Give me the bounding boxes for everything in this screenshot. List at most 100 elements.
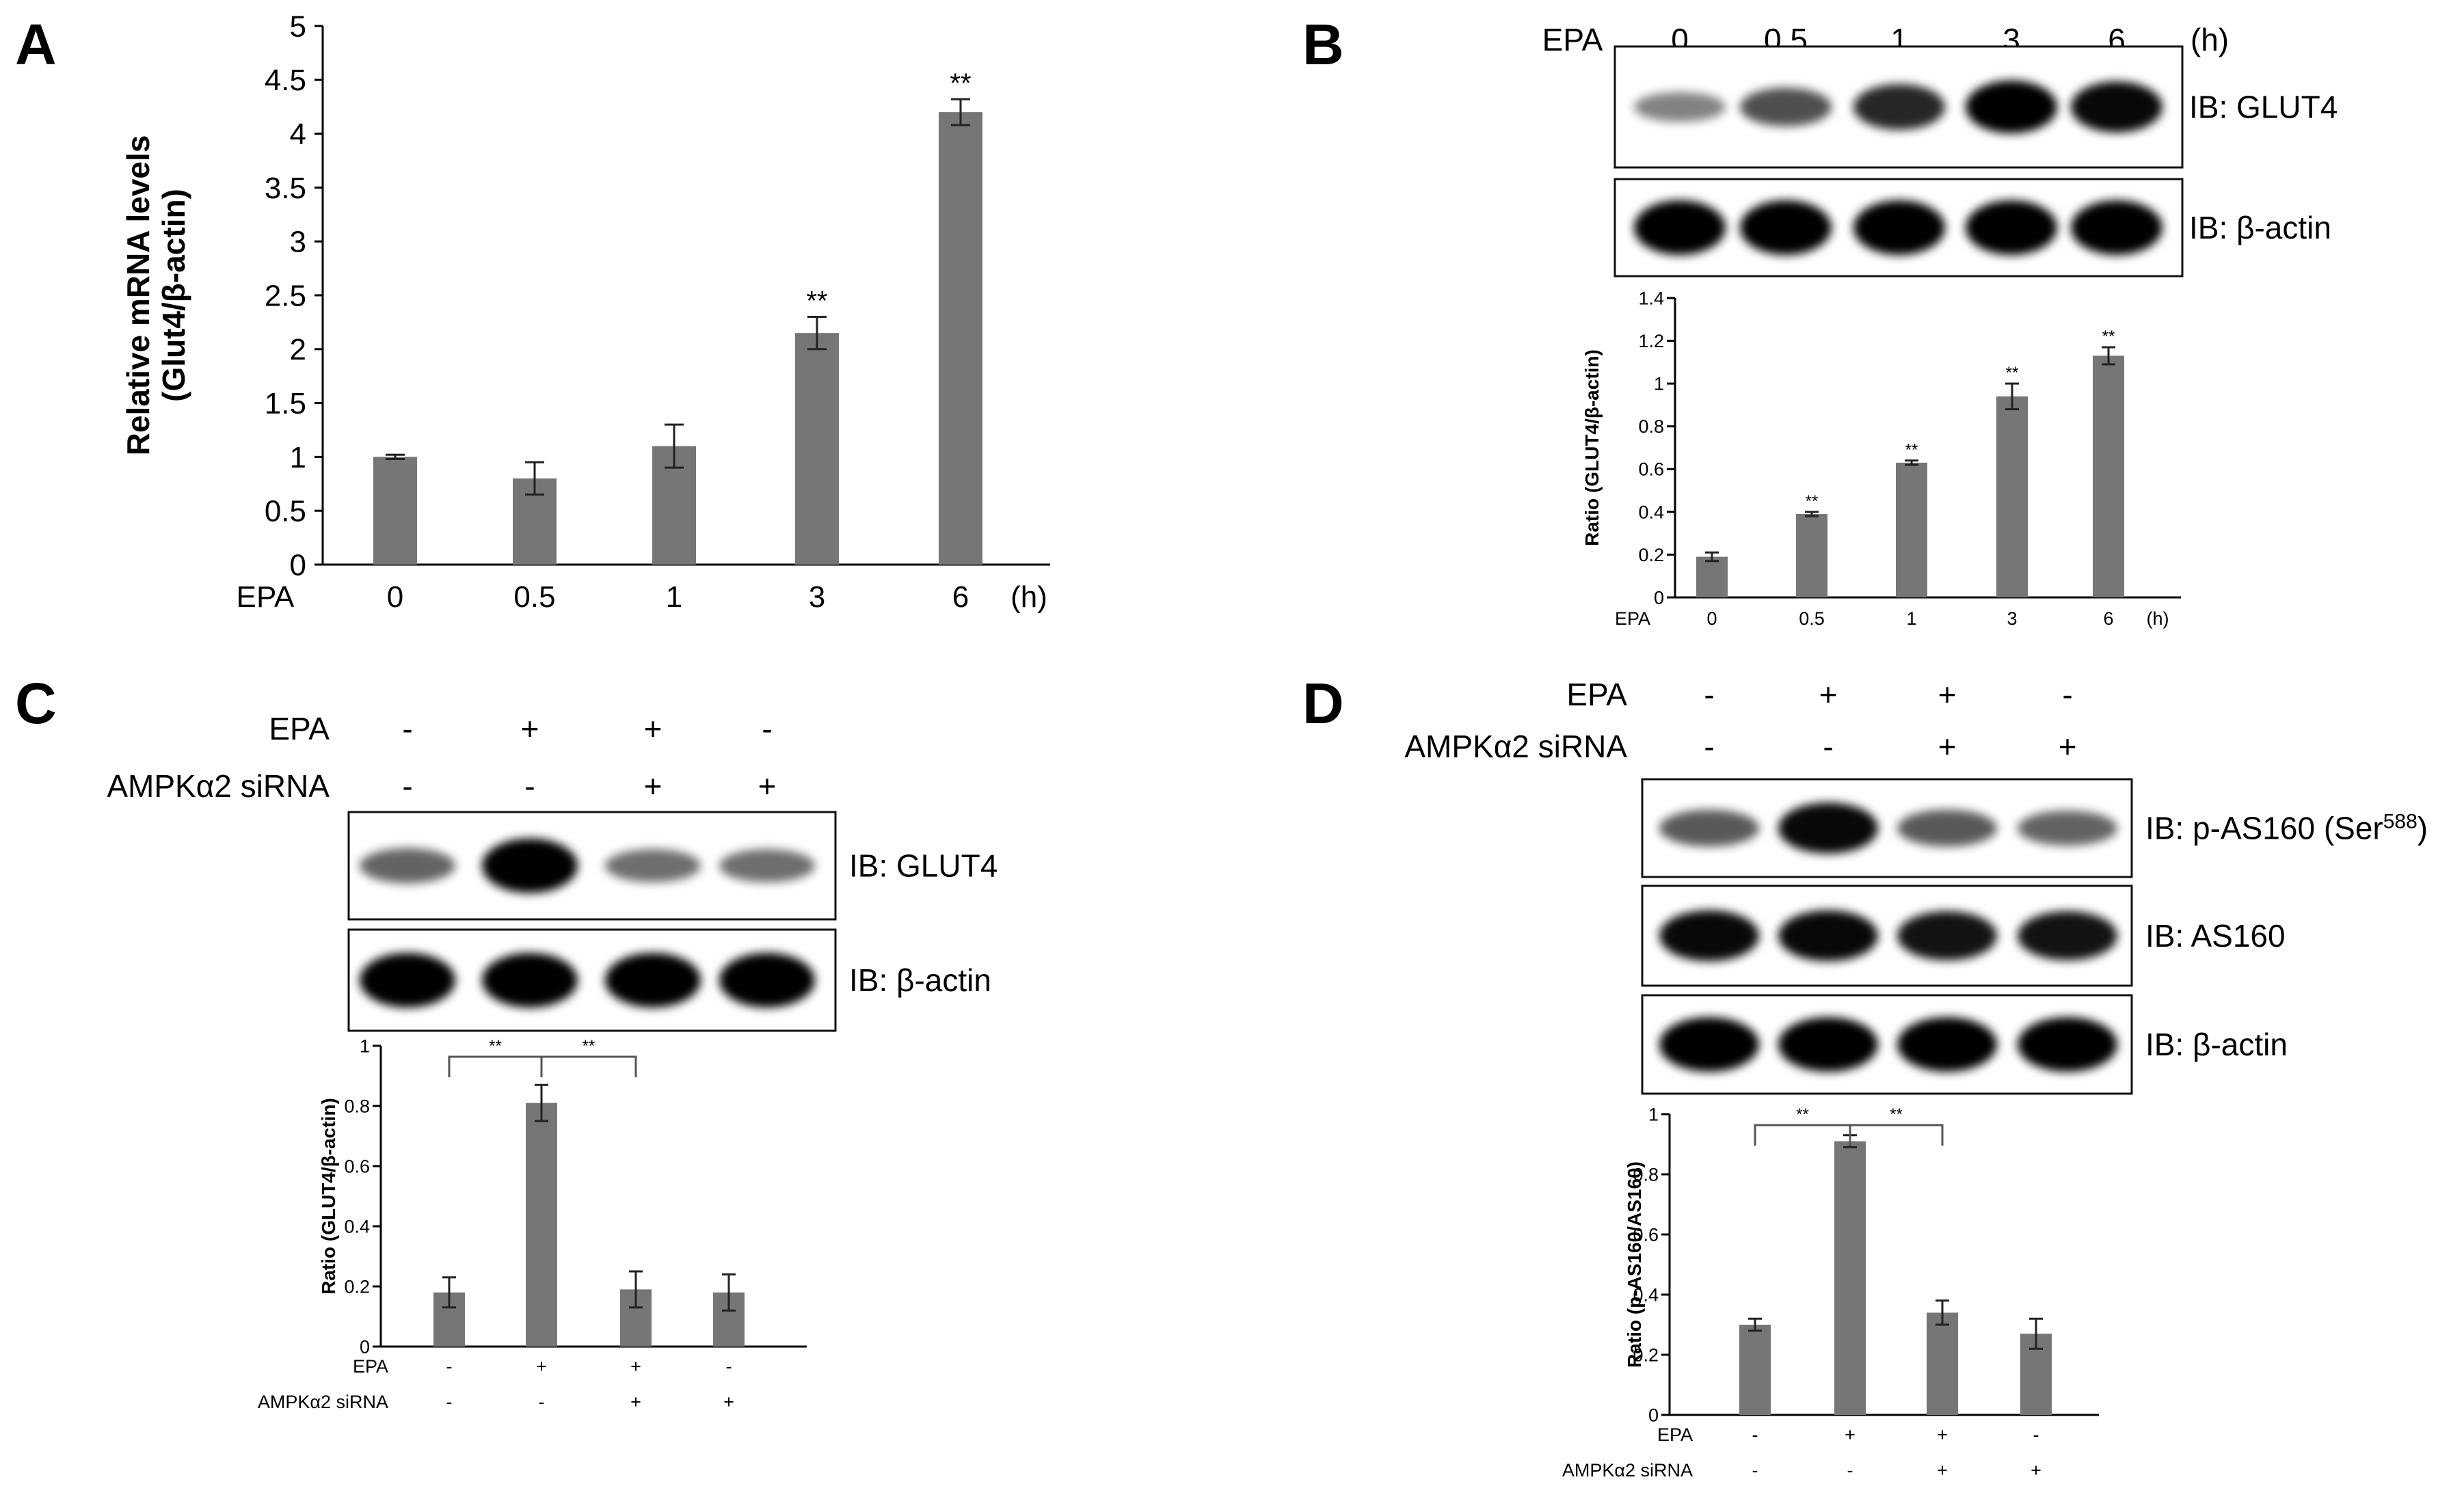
y-tick-label-a: 4: [290, 118, 306, 151]
condition-mark-c: +: [630, 1392, 641, 1412]
y-tick-label-d: 0.4: [1633, 1284, 1659, 1305]
blot-row-label-d: IB: AS160: [2145, 918, 2286, 954]
panel-label-a: A: [15, 12, 57, 77]
x-tick-label-a: 1: [666, 580, 682, 614]
condition-mark-d: -: [2033, 1424, 2039, 1445]
blot-band-d: [1897, 809, 1997, 847]
blot-condition-mark-c: +: [644, 768, 662, 804]
bar-b: [1796, 513, 1827, 597]
y-tick-label-a: 4.5: [265, 64, 306, 97]
blot-band-c: [605, 953, 701, 1008]
bracket-label-c: **: [489, 1037, 502, 1055]
y-tick-label-c: 0.2: [344, 1276, 370, 1297]
y-axis-label-a: (Glut4/β-actin): [156, 189, 191, 402]
y-tick-label-b: 1.2: [1638, 331, 1664, 351]
bracket-label-d: **: [1890, 1105, 1903, 1124]
y-tick-label-a: 0.5: [265, 495, 306, 528]
bar-a: [939, 112, 982, 565]
bracket-label-c: **: [582, 1037, 595, 1055]
blot-condition-mark-d: +: [2059, 729, 2077, 764]
blot-band-d: [1659, 910, 1759, 962]
condition-name-c: AMPKα2 siRNA: [258, 1392, 388, 1412]
bar-a: [795, 333, 839, 565]
condition-mark-c: +: [536, 1356, 547, 1377]
bar-b: [1996, 396, 2028, 597]
blot-condition-mark-d: +: [1938, 677, 1957, 712]
condition-mark-c: -: [446, 1356, 453, 1377]
y-tick-label-c: 0.4: [344, 1216, 370, 1237]
y-tick-label-a: 1.5: [265, 387, 306, 420]
y-axis-label-b: Ratio (GLUT4/β-actin): [1581, 349, 1603, 546]
significance-bracket-c: [540, 1055, 637, 1077]
blot-condition-mark-d: -: [2062, 677, 2072, 712]
blot-band-d: [2018, 810, 2117, 846]
blot-header-unit-b: (h): [2191, 22, 2229, 57]
significance-label-b: **: [1905, 441, 1918, 459]
panel-label-d: D: [1302, 671, 1344, 735]
blot-band-b: [1740, 200, 1832, 255]
bar-b: [1896, 462, 1927, 597]
blot-row-label-b: IB: β-actin: [2189, 210, 2331, 245]
y-tick-label-b: 0.8: [1638, 416, 1664, 437]
y-tick-label-c: 0.6: [344, 1156, 370, 1176]
chart-panel-a: 0 0.5 1 1.5 2 2.5 3 3.5 4 4.5 5 Relative mRNA level…: [120, 10, 1050, 614]
blot-condition-name-c: EPA: [269, 711, 330, 746]
y-tick-label-a: 1: [290, 441, 306, 474]
y-tick-label-b: 1: [1654, 374, 1664, 394]
blot-band-c: [719, 849, 815, 882]
blot-band-d: [1659, 1017, 1759, 1072]
chart-panel-c: 0 0.2 0.4 0.6 0.8 1 Ratio (GLUT4/β-actin) EPA - +…: [258, 1036, 807, 1412]
blot-band-c: [482, 953, 578, 1008]
blot-band-b: [1966, 80, 2057, 134]
panel-label-b: B: [1302, 12, 1344, 77]
blot-band-d: [2018, 910, 2117, 961]
blot-condition-mark-d: +: [1938, 729, 1957, 764]
y-tick-label-b: 0.6: [1638, 459, 1664, 480]
blot-condition-mark-c: +: [758, 768, 777, 804]
blot-band-d: [1897, 910, 1997, 961]
bar-d: [1834, 1141, 1866, 1415]
blot-band-c: [719, 953, 815, 1008]
x-unit-label-b: (h): [2147, 608, 2169, 629]
x-tick-label-a: 3: [809, 580, 825, 614]
x-tick-label-a: 0: [387, 580, 403, 614]
condition-mark-d: -: [1752, 1460, 1758, 1481]
condition-mark-d: +: [1937, 1460, 1948, 1481]
blot-condition-mark-d: +: [1819, 677, 1838, 712]
y-tick-label-b: 0: [1654, 587, 1664, 608]
y-tick-label-d: 0.8: [1633, 1164, 1659, 1185]
blot-row-label-d: IB: p-AS160 (Ser588): [2145, 811, 2428, 846]
blot-band-c: [605, 849, 701, 882]
x-tick-label-b: 0.5: [1799, 608, 1825, 629]
blot-condition-mark-d: -: [1823, 729, 1833, 764]
bar-b: [1696, 556, 1728, 597]
x-row-name-b: EPA: [1615, 608, 1650, 629]
bar-d: [1927, 1312, 1958, 1415]
blot-header-name-b: EPA: [1542, 22, 1603, 57]
y-tick-label-c: 0: [360, 1336, 370, 1357]
y-tick-label-d: 1: [1648, 1104, 1659, 1124]
blot-row-label-b: IB: GLUT4: [2189, 90, 2338, 125]
y-tick-label-a: 3: [290, 226, 306, 259]
blot-band-b: [1740, 87, 1832, 126]
chart-panel-b: 0 0.2 0.4 0.6 0.8 1 1.2 1.4 Ratio (GLUT4/β-actin…: [1581, 288, 2181, 629]
significance-bracket-d: [1849, 1124, 1944, 1146]
y-tick-label-a: 5: [290, 10, 306, 43]
blot-panel-d: EPA - + + - AMPKα2 siRNA - - + + IB: p-AS160 (Ser5…: [1404, 677, 2428, 1095]
y-tick-label-d: 0.2: [1633, 1345, 1659, 1365]
condition-mark-c: +: [630, 1356, 641, 1377]
x-tick-label-b: 6: [2103, 608, 2113, 629]
blot-row-label-c: IB: β-actin: [849, 962, 991, 998]
blot-row-label-d: IB: β-actin: [2145, 1027, 2288, 1062]
blot-band-d: [2018, 1017, 2117, 1072]
condition-mark-d: +: [2031, 1460, 2041, 1481]
condition-name-d: EPA: [1657, 1424, 1693, 1445]
x-unit-label-a: (h): [1010, 580, 1047, 614]
x-row-name-a: EPA: [237, 580, 295, 614]
blot-band-b: [2071, 200, 2162, 255]
blot-band-b: [2071, 81, 2162, 133]
condition-mark-d: -: [1847, 1460, 1853, 1481]
blot-condition-mark-c: +: [644, 711, 662, 746]
